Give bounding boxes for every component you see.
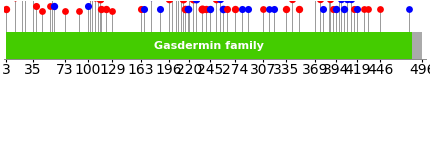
Bar bbox=[412, 32, 422, 59]
Point bbox=[295, 7, 302, 10]
Point bbox=[76, 10, 83, 12]
Point bbox=[231, 7, 238, 10]
Point bbox=[199, 7, 206, 10]
Point bbox=[39, 10, 46, 12]
Point bbox=[46, 5, 53, 7]
Point bbox=[283, 7, 290, 10]
Point bbox=[184, 7, 191, 10]
Point bbox=[51, 5, 58, 7]
Point bbox=[319, 7, 326, 10]
Point bbox=[102, 7, 109, 10]
Point bbox=[207, 7, 214, 10]
Text: Gasdermin family: Gasdermin family bbox=[154, 41, 264, 51]
Point bbox=[138, 7, 144, 10]
Point bbox=[333, 7, 340, 10]
Point bbox=[3, 7, 9, 10]
Point bbox=[266, 7, 273, 10]
Point bbox=[405, 7, 412, 10]
Point bbox=[350, 7, 357, 10]
Point bbox=[220, 7, 227, 10]
Point bbox=[245, 7, 252, 10]
Point bbox=[365, 7, 372, 10]
Point bbox=[329, 7, 336, 10]
Point bbox=[340, 7, 347, 10]
Point bbox=[109, 10, 116, 12]
Bar bbox=[6, 32, 412, 59]
Point bbox=[377, 7, 384, 10]
Point bbox=[84, 5, 91, 7]
Point bbox=[98, 7, 105, 10]
Point bbox=[61, 10, 68, 12]
Point bbox=[141, 7, 148, 10]
Point bbox=[181, 7, 188, 10]
Point bbox=[270, 7, 277, 10]
Point bbox=[203, 7, 209, 10]
Point bbox=[238, 7, 245, 10]
Point bbox=[259, 7, 266, 10]
Point bbox=[224, 7, 230, 10]
Point bbox=[156, 7, 163, 10]
Point bbox=[354, 7, 361, 10]
Point bbox=[32, 5, 39, 7]
Point bbox=[361, 7, 368, 10]
